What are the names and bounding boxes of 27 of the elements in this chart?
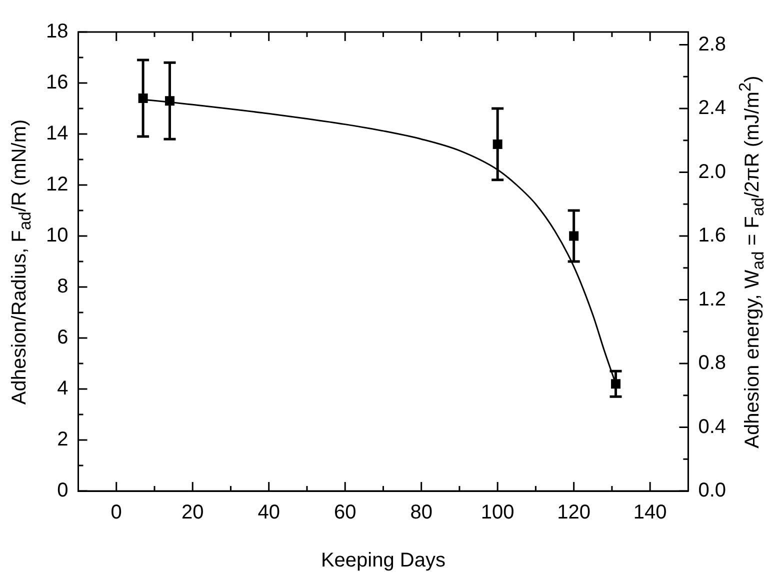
y2-tick-label: 1.2 — [698, 288, 726, 310]
x-tick-label: 20 — [181, 502, 204, 524]
x-tick-label: 40 — [258, 502, 280, 524]
y2-tick-label: 0.8 — [698, 352, 726, 374]
y-tick-label: 0 — [57, 480, 68, 502]
x-tick-label: 140 — [633, 502, 667, 524]
y2-tick-label: 0.0 — [698, 480, 726, 502]
y-tick-label: 18 — [46, 20, 68, 43]
x-axis-title: Keeping Days — [320, 550, 446, 572]
y-tick-label: 8 — [57, 276, 68, 298]
x-tick-label: 100 — [480, 502, 514, 524]
y-tick-label: 4 — [57, 378, 68, 400]
y-tick-label: 14 — [46, 122, 68, 145]
y-tick-label: 12 — [46, 174, 68, 196]
y-tick-label: 10 — [46, 224, 68, 247]
y-tick-label: 16 — [46, 72, 68, 94]
y-tick-label: 6 — [57, 326, 68, 349]
y2-tick-label: 2.8 — [698, 33, 726, 56]
x-tick-label: 120 — [557, 502, 591, 524]
y2-tick-label: 0.4 — [698, 416, 726, 438]
x-tick-label: 60 — [334, 502, 356, 524]
y2-tick-label: 1.6 — [698, 224, 726, 247]
y2-tick-label: 2.4 — [698, 97, 726, 120]
y-tick-label: 2 — [57, 428, 68, 451]
x-tick-label: 0 — [110, 502, 122, 524]
x-tick-label: 80 — [410, 502, 432, 524]
y2-tick-label: 2.0 — [698, 160, 726, 183]
